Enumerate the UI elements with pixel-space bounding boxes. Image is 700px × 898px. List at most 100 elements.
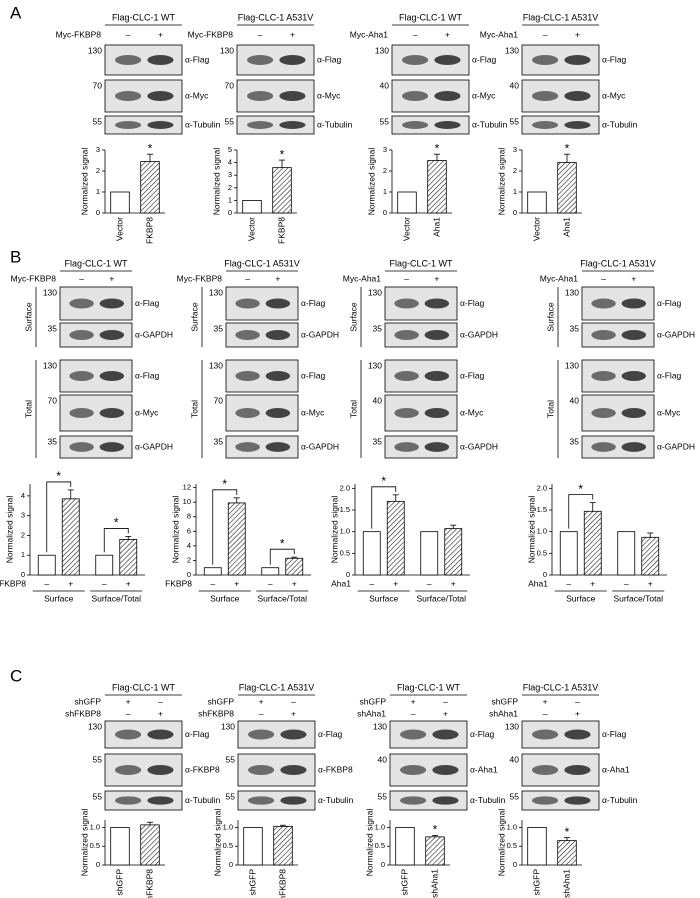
y-tick-label: 4 [187,541,191,550]
group-sign: – [210,578,215,588]
group-sign: – [427,578,432,588]
blot-band [99,408,125,418]
subpanel-title: Flag-CLC-1 A531V [580,258,656,268]
condition-sign: + [275,273,280,283]
significance-star: * [435,141,440,155]
bar [273,825,293,866]
y-tick-label: 0 [346,570,350,579]
bar [95,554,114,576]
antibody-label: α-Flag [602,729,627,739]
blot-band [265,408,291,418]
blot-band [621,298,647,309]
mw-marker: 70 [214,395,224,405]
y-tick-label: 3 [21,511,25,520]
y-tick-label: 0 [187,570,191,579]
y-tick-label: 3 [513,145,517,154]
antibody-label: α-Flag [472,54,497,64]
group-sign: + [68,578,73,588]
blot-band [402,121,429,129]
group-sign: + [292,578,297,588]
group-sign: + [126,578,131,588]
condition-sign: – [79,273,84,283]
y-tick-label: 5 [228,145,232,154]
bar [583,510,602,576]
condition-sign: + [434,273,439,283]
blot-band [402,55,429,65]
mw-marker: 130 [368,360,382,370]
blot-band [280,765,307,775]
blot-band [235,298,260,309]
mw-marker: 55 [510,791,520,801]
blot-band [280,796,307,805]
blot-band [532,729,559,740]
y-tick-label: 1.0 [340,527,350,536]
condition-name: shFKBP8 [65,708,101,718]
condition-name: Myc-Aha1 [350,29,389,39]
significance-star: * [222,477,227,491]
condition-sign: + [575,708,580,718]
condition-sign: + [126,696,131,706]
y-tick-label: 1.0 [375,822,385,831]
bar [420,531,439,576]
blot-band [564,55,591,65]
condition-sign: – [158,696,163,706]
antibody-label: α-Aha1 [470,764,498,774]
mw-marker: 55 [378,791,388,801]
y-tick-label: 0 [543,570,547,579]
y-tick-label: 0.5 [90,841,100,850]
blot-band [247,91,274,101]
antibody-label: α-Flag [185,729,210,739]
blot-band [147,765,174,775]
condition-name: Myc-FKBP8 [177,273,223,283]
x-tick-label: shAha1 [429,869,439,898]
antibody-label: α-GAPDH [135,441,173,451]
condition-name: Myc-FKBP8 [188,29,234,39]
group-label: Surface [566,593,596,603]
group-label: Surface [44,593,74,603]
bar [227,502,246,576]
antibody-label: α-Myc [472,90,496,100]
blot-band [591,408,616,418]
y-axis-label: Normalized signal [211,148,221,216]
blot-band [432,729,459,740]
blot-band [235,330,260,340]
blot [104,115,183,135]
blot-band [424,371,450,381]
antibody-label: α-GAPDH [135,329,173,339]
mw-marker: 40 [510,80,520,90]
blot-band [434,55,461,65]
x-tick-label: Aha1 [561,217,571,237]
significance-bracket [371,486,397,529]
mw-marker: 130 [565,360,579,370]
subpanel-title: Flag-CLC-1 WT [397,682,461,692]
blot-band [147,121,174,129]
x-tick-label: shFKBP8 [144,869,154,898]
subpanel-title: Flag-CLC-1 WT [112,682,176,692]
blot-band [564,765,591,775]
mw-marker: 70 [93,80,103,90]
y-tick-label: 0.5 [507,841,517,850]
subpanel-title: Flag-CLC-1 A531V [523,12,599,22]
antibody-label: α-Myc [135,407,159,417]
x-tick-label: shGFP [531,869,541,896]
blot-band [99,371,125,381]
blot-band [424,298,450,309]
bar [427,160,447,214]
blot-band [591,442,616,452]
blot-band [265,330,291,340]
antibody-label: α-Myc [301,407,325,417]
y-tick-label: 1 [513,187,517,196]
y-tick-label: 0 [228,208,232,217]
blot-band [115,55,142,65]
blot-band [564,729,591,740]
bar [527,827,547,866]
bar [242,199,262,214]
condition-sign: – [575,696,580,706]
significance-star: * [381,474,386,488]
y-tick-label: 0 [229,860,233,869]
mw-marker: 55 [510,116,520,126]
significance-star: * [578,482,583,496]
condition-sign: – [291,696,296,706]
antibody-label: α-Aha1 [602,764,630,774]
antibody-label: α-GAPDH [301,441,339,451]
